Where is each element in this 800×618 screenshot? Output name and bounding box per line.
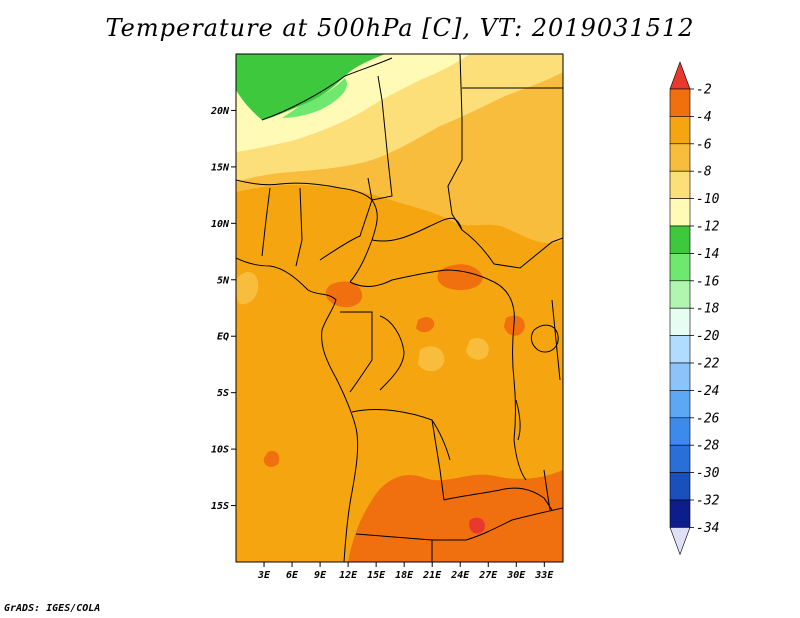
lon-tick-label: 6E xyxy=(286,570,299,581)
longitude-axis: 3E 6E 9E 12E 15E 18E 21E 24E 27E 30E 33E xyxy=(257,562,554,581)
lon-tick-label: 18E xyxy=(395,570,414,581)
colorbar-label: -2 xyxy=(696,83,712,98)
lat-tick-label: EQ xyxy=(217,332,229,343)
colorbar: -2 -4 -6 -8 -10 -12 -14 -16 -18 -20 -22 -24 -26 -28 -3… xyxy=(669,61,720,556)
field-cool-patch-2 xyxy=(418,346,445,372)
grads-credit: GrADS: IGES/COLA xyxy=(4,603,101,614)
border-sahara-3 xyxy=(447,54,463,231)
colorbar-label: -30 xyxy=(696,466,720,481)
colorbar-swatch xyxy=(669,390,691,419)
border-nigeria xyxy=(319,198,378,283)
colorbar-swatch xyxy=(669,143,691,172)
lat-tick-label: 15N xyxy=(211,162,230,173)
colorbar-swatch xyxy=(669,170,691,199)
colorbar-swatch xyxy=(669,280,691,309)
lon-tick-label: 12E xyxy=(339,570,358,581)
border-angola-east xyxy=(431,419,445,501)
colorbar-swatch xyxy=(669,198,691,227)
colorbar-swatch xyxy=(669,362,691,391)
lon-tick-label: 15E xyxy=(367,570,386,581)
border-west-3 xyxy=(295,187,303,267)
lon-tick-label: 3E xyxy=(257,570,271,581)
colorbar-swatch xyxy=(669,417,691,446)
field-band-minus14-lighter xyxy=(282,78,348,118)
lon-tick-label: 33E xyxy=(534,570,554,581)
border-congo xyxy=(379,315,405,391)
colorbar-label: -4 xyxy=(696,110,712,125)
map-frame xyxy=(235,53,564,563)
colorbar-label: -12 xyxy=(696,220,720,235)
temperature-field xyxy=(236,54,563,562)
field-warm-patch-1 xyxy=(437,264,483,290)
field-warm-patch-4 xyxy=(416,317,435,333)
lat-tick-label: 20N xyxy=(210,106,230,117)
colorbar-label: -32 xyxy=(696,494,720,509)
colorbar-label: -20 xyxy=(696,329,720,344)
field-hot-spot-1 xyxy=(469,517,485,534)
colorbar-swatch xyxy=(669,499,691,528)
lat-tick-label: 10N xyxy=(211,219,230,230)
colorbar-label: -10 xyxy=(696,192,720,207)
coastline-west-africa xyxy=(236,257,359,562)
border-car-south xyxy=(349,269,495,287)
colorbar-top-arrow xyxy=(669,61,691,90)
colorbar-label: -34 xyxy=(696,521,719,536)
border-chad-car xyxy=(371,217,495,265)
field-cool-patch-1 xyxy=(236,271,259,305)
colorbar-swatch xyxy=(669,444,691,473)
colorbar-swatch xyxy=(669,307,691,336)
lat-tick-label: 5S xyxy=(217,388,229,399)
colorbar-label: -22 xyxy=(696,357,720,372)
border-sahara-1 xyxy=(261,57,393,121)
colorbar-swatch xyxy=(669,88,691,117)
field-cool-patch-3 xyxy=(466,337,489,360)
border-zambia xyxy=(443,487,553,511)
border-cameroon xyxy=(340,311,373,393)
rift-border xyxy=(551,299,561,381)
lon-tick-label: 30E xyxy=(506,570,526,581)
lat-tick-label: 10S xyxy=(211,445,229,456)
lon-tick-label: 21E xyxy=(422,570,442,581)
colorbar-swatch xyxy=(669,335,691,364)
colorbar-label: -6 xyxy=(696,137,712,152)
country-borders xyxy=(236,54,563,562)
map-title: Temperature at 500hPa [C], VT: 201903151… xyxy=(105,14,695,42)
colorbar-label: -24 xyxy=(696,384,719,399)
colorbar-label: -28 xyxy=(696,439,720,454)
border-angola-north xyxy=(351,409,451,461)
border-west-1 xyxy=(236,179,373,201)
field-warm-south xyxy=(348,470,563,562)
colorbar-label: -26 xyxy=(696,411,720,426)
border-south-2 xyxy=(432,507,563,541)
colorbar-label: -18 xyxy=(696,302,720,317)
colorbar-swatch xyxy=(669,253,691,282)
colorbar-bottom-arrow xyxy=(669,527,691,556)
colorbar-swatch xyxy=(669,225,691,254)
latitude-axis: 20N 15N 10N 5N EQ 5S 10S 15S xyxy=(210,106,236,512)
border-sahara-2 xyxy=(367,75,393,201)
lake-malawi xyxy=(543,469,551,511)
border-drc-east xyxy=(493,281,527,481)
lon-tick-label: 9E xyxy=(314,570,327,581)
lon-tick-label: 27E xyxy=(478,570,498,581)
colorbar-label: -8 xyxy=(696,165,712,180)
border-west-2 xyxy=(261,187,271,257)
field-warm-patch-2 xyxy=(325,281,363,308)
lake-tanganyika xyxy=(515,399,521,441)
colorbar-label: -14 xyxy=(696,247,719,262)
lat-tick-label: 15S xyxy=(211,501,229,512)
lat-tick-label: 5N xyxy=(217,275,230,286)
field-warm-patch-5 xyxy=(504,315,525,336)
border-sudan xyxy=(493,237,563,269)
colorbar-swatch xyxy=(669,116,691,145)
colorbar-swatch xyxy=(669,472,691,501)
field-warm-patch-3 xyxy=(263,450,280,467)
colorbar-label: -16 xyxy=(696,274,720,289)
lake-victoria xyxy=(530,324,559,353)
lon-tick-label: 24E xyxy=(450,570,470,581)
field-band-minus14 xyxy=(236,54,385,120)
